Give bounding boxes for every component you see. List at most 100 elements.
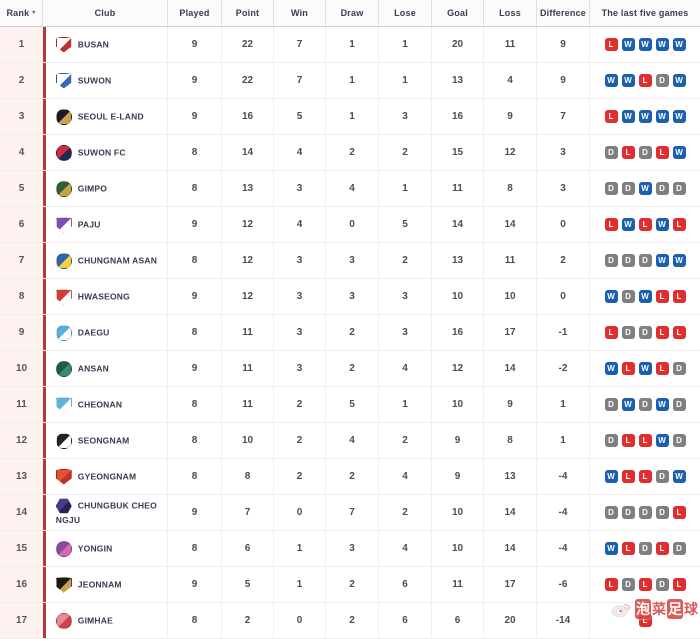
form-badge-w: W [672,254,686,267]
played-cell: 8 [168,243,222,278]
form-badge-l: L [672,506,686,519]
table-row[interactable]: 14 CHUNGBUK CHEONGJU 9 7 0 7 2 10 14 -4 … [0,495,700,531]
draw-cell: 3 [326,279,379,314]
club-cell: SEOUL E-LAND [43,99,168,134]
col-header-difference[interactable]: Difference [537,0,590,26]
form-badge-d: D [638,146,652,159]
form-badge-l: L [672,578,686,591]
form-badge-w: W [655,110,669,123]
form-badge-l: L [604,38,618,51]
form-badge-d: D [672,398,686,411]
col-header-rank-label: Rank [6,8,30,18]
goal-cell: 15 [432,135,484,170]
loss-cell: 17 [484,567,537,602]
lose-cell: 5 [379,207,432,242]
point-cell: 12 [222,243,274,278]
loss-cell: 14 [484,531,537,566]
rank-cell: 5 [0,171,43,206]
form-badge-d: D [604,398,618,411]
goal-cell: 10 [432,279,484,314]
point-cell: 6 [222,531,274,566]
col-header-last-five[interactable]: The last five games [601,8,689,18]
form-badge-l: L [621,542,635,555]
goal-cell: 11 [432,567,484,602]
col-header-goal[interactable]: Goal [432,0,484,26]
goal-cell: 13 [432,63,484,98]
form-badge-w: W [638,290,652,303]
club-name: SUWON FC [77,147,126,158]
club-cell: CHUNGNAM ASAN [43,243,168,278]
form-badge-d: D [638,398,652,411]
loss-cell: 9 [484,387,537,422]
rank-cell: 1 [0,27,43,62]
loss-cell: 8 [484,423,537,458]
draw-cell: 2 [326,459,379,494]
club-name: BUSAN [77,39,110,50]
rank-cell: 11 [0,387,43,422]
club-logo-icon [55,216,72,233]
col-header-club[interactable]: Club [43,0,168,26]
difference-cell: 9 [537,27,590,62]
col-header-win[interactable]: Win [274,0,326,26]
loss-cell: 10 [484,279,537,314]
club-cell: GIMPO [43,171,168,206]
goal-cell: 14 [432,207,484,242]
club-cell: ANSAN [43,351,168,386]
form-badge-w: W [672,146,686,159]
table-row[interactable]: 17 GIMHAE 8 2 0 2 6 6 20 -14 L [0,603,700,639]
goal-cell: 10 [432,495,484,530]
draw-cell: 4 [326,423,379,458]
col-header-draw[interactable]: Draw [326,0,379,26]
col-header-rank[interactable]: Rank ▾ [0,0,43,26]
played-cell: 8 [168,459,222,494]
club-logo-icon [55,324,72,341]
col-header-lose[interactable]: Lose [379,0,432,26]
form-badge-w: W [672,470,686,483]
loss-cell: 14 [484,207,537,242]
goal-cell: 12 [432,351,484,386]
win-cell: 3 [274,171,326,206]
draw-cell: 2 [326,603,379,638]
point-cell: 22 [222,63,274,98]
club-logo-icon [55,576,72,593]
form-badge-d: D [621,506,635,519]
club-cell: PAJU [43,207,168,242]
club-cell: GYEONGNAM [43,459,168,494]
point-cell: 11 [222,315,274,350]
win-cell: 1 [274,531,326,566]
form-badge-d: D [621,578,635,591]
col-header-point[interactable]: Point [222,0,274,26]
lose-cell: 2 [379,243,432,278]
goal-cell: 13 [432,243,484,278]
form-badge-d: D [604,434,618,447]
lose-cell: 1 [379,63,432,98]
form-badge-d: D [655,74,669,87]
club-name: PAJU [77,219,101,230]
draw-cell: 1 [326,27,379,62]
col-header-loss[interactable]: Loss [484,0,537,26]
form-badge-l: L [638,614,652,627]
col-header-played[interactable]: Played [168,0,222,26]
win-cell: 0 [274,495,326,530]
form-badge-l: L [655,290,669,303]
form-badge-w: W [655,218,669,231]
